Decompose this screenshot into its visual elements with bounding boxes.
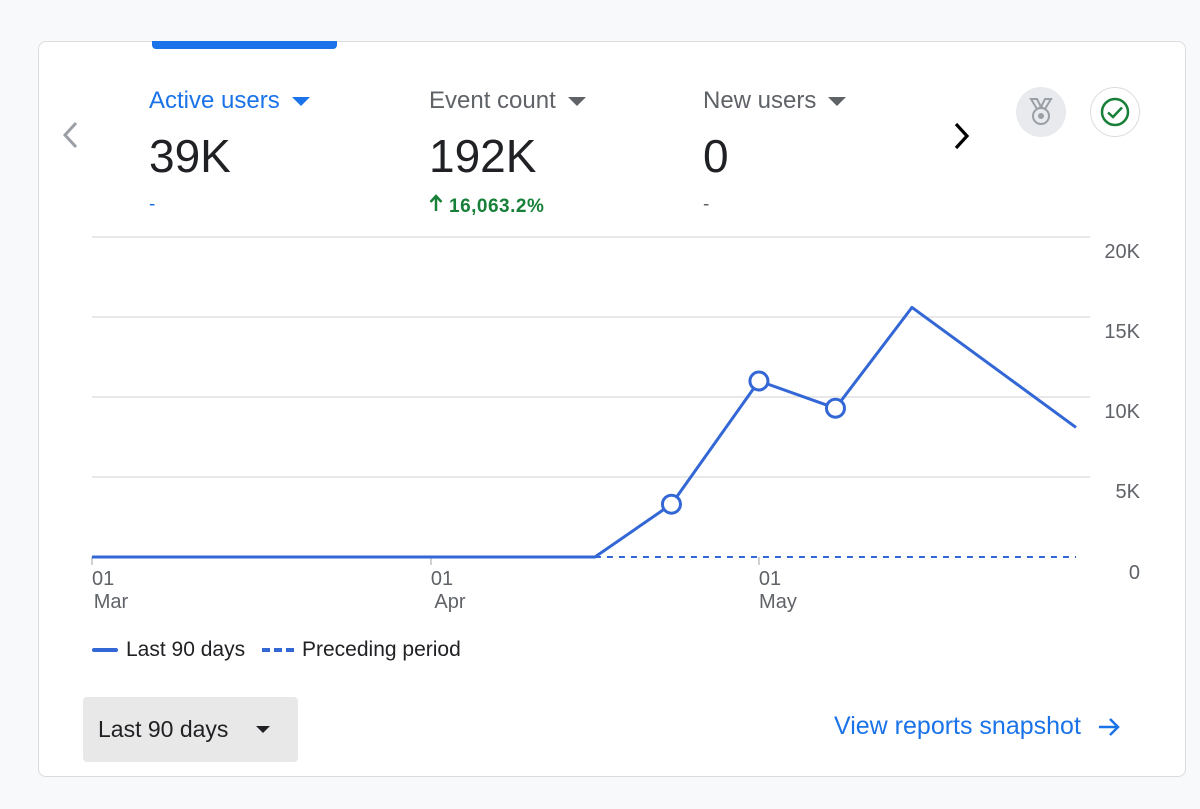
legend-dashed-swatch — [262, 648, 294, 652]
y-tick-label: 10K — [1104, 401, 1140, 423]
x-tick-month-label: Apr — [434, 591, 465, 613]
data-point-marker — [662, 495, 680, 513]
data-point-marker — [826, 399, 844, 417]
y-tick-label: 0 — [1129, 562, 1140, 584]
y-tick-label: 5K — [1116, 481, 1141, 503]
caret-down-icon — [256, 726, 270, 733]
x-tick-month-label: Mar — [94, 591, 129, 613]
y-tick-label: 20K — [1104, 241, 1140, 263]
legend-current: Last 90 days — [92, 638, 245, 662]
x-tick-day-label: 01 — [92, 568, 114, 590]
view-reports-snapshot-link[interactable]: View reports snapshot — [834, 712, 1121, 741]
arrow-right-icon — [1097, 716, 1121, 738]
date-range-select[interactable]: Last 90 days — [83, 697, 298, 762]
data-point-marker — [750, 372, 768, 390]
x-tick-day-label: 01 — [431, 568, 453, 590]
y-tick-label: 15K — [1104, 321, 1140, 343]
legend-solid-swatch — [92, 648, 118, 652]
line-chart: 05K10K15K20K01Mar01Apr01May — [0, 0, 1200, 809]
series-line-last-90-days — [92, 307, 1076, 557]
x-tick-day-label: 01 — [759, 568, 781, 590]
x-tick-month-label: May — [759, 591, 797, 613]
legend-previous: Preceding period — [262, 638, 461, 662]
